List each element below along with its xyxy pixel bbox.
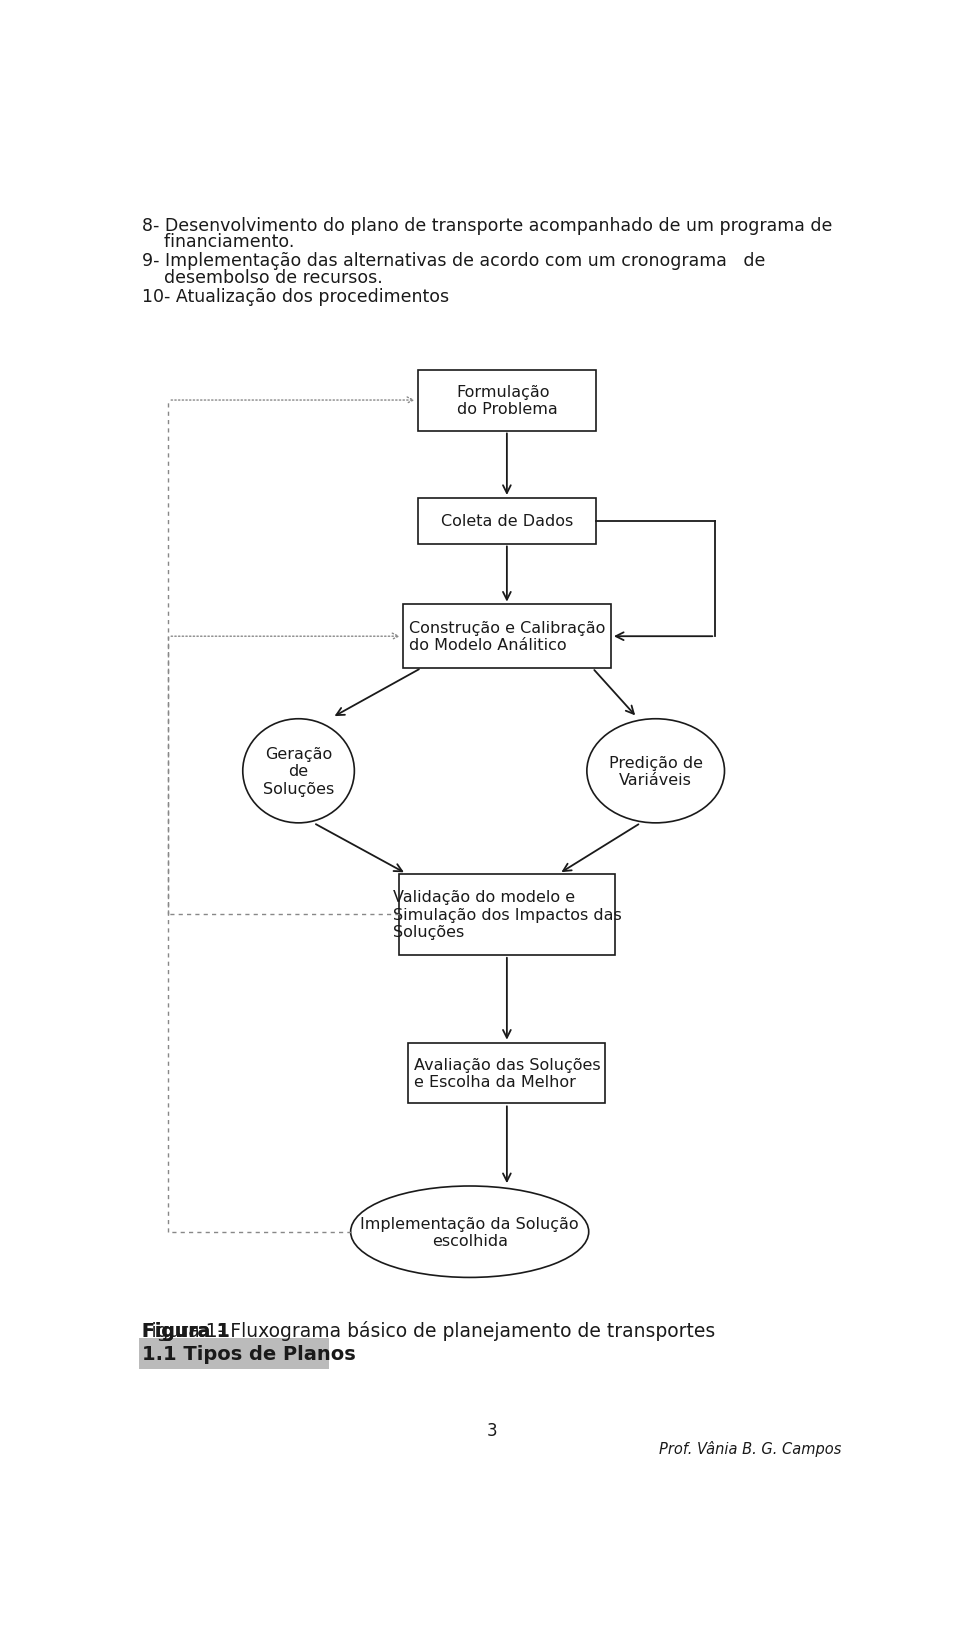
Text: Predição de
Variáveis: Predição de Variáveis xyxy=(609,755,703,788)
FancyBboxPatch shape xyxy=(403,605,611,669)
Text: Prof. Vânia B. G. Campos: Prof. Vânia B. G. Campos xyxy=(660,1440,842,1457)
Bar xyxy=(139,1338,329,1369)
Ellipse shape xyxy=(587,719,725,824)
FancyBboxPatch shape xyxy=(418,371,596,432)
Text: Coleta de Dados: Coleta de Dados xyxy=(441,514,573,529)
Text: Implementação da Solução
escolhida: Implementação da Solução escolhida xyxy=(360,1216,579,1248)
Text: 10- Atualização dos procedimentos: 10- Atualização dos procedimentos xyxy=(142,288,449,307)
Text: 8- Desenvolvimento do plano de transporte acompanhado de um programa de: 8- Desenvolvimento do plano de transport… xyxy=(142,218,832,234)
FancyBboxPatch shape xyxy=(408,1043,606,1104)
Text: Figura 1: Figura 1 xyxy=(142,1320,230,1340)
Text: Figura 1- Fluxograma básico de planejamento de transportes: Figura 1- Fluxograma básico de planejame… xyxy=(142,1320,715,1340)
Text: Construção e Calibração
do Modelo Análitico: Construção e Calibração do Modelo Análit… xyxy=(409,621,605,653)
Text: 1.1 Tipos de Planos: 1.1 Tipos de Planos xyxy=(142,1345,356,1363)
FancyBboxPatch shape xyxy=(399,873,614,956)
Text: Validação do modelo e
Simulação dos Impactos das
Soluções: Validação do modelo e Simulação dos Impa… xyxy=(393,890,621,939)
Ellipse shape xyxy=(243,719,354,824)
Text: Figura 1: Figura 1 xyxy=(142,1320,230,1340)
Text: financiamento.: financiamento. xyxy=(142,234,295,250)
Text: Geração
de
Soluções: Geração de Soluções xyxy=(263,747,334,796)
Ellipse shape xyxy=(350,1187,588,1277)
Text: 9- Implementação das alternativas de acordo com um cronograma   de: 9- Implementação das alternativas de aco… xyxy=(142,252,766,270)
Text: Avaliação das Soluções
e Escolha da Melhor: Avaliação das Soluções e Escolha da Melh… xyxy=(414,1056,600,1089)
Text: 3: 3 xyxy=(487,1421,497,1439)
Text: Formulação
do Problema: Formulação do Problema xyxy=(457,384,557,417)
Text: desembolso de recursos.: desembolso de recursos. xyxy=(142,269,383,287)
FancyBboxPatch shape xyxy=(418,498,596,544)
